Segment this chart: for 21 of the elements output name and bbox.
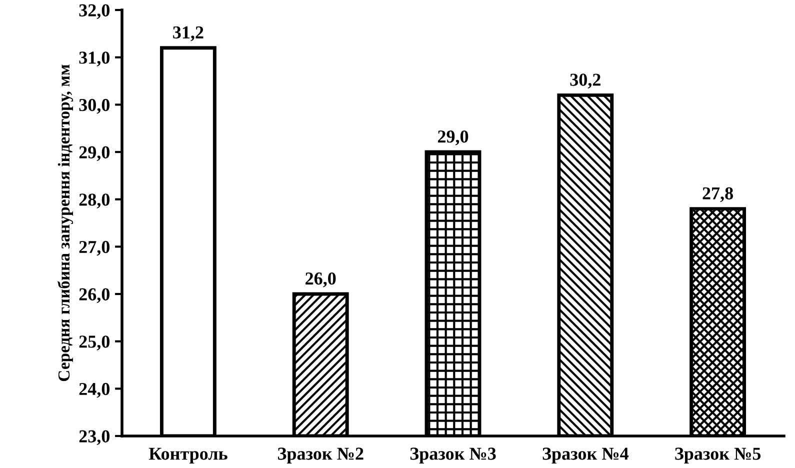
y-tick-label: 27,0 — [79, 240, 110, 256]
y-tick-label: 28,0 — [79, 194, 110, 208]
data-label: 27,8 — [702, 187, 733, 202]
y-tick-label: 24,0 — [79, 382, 110, 398]
x-tick-label: Зразок №2 — [278, 448, 364, 464]
y-tick-label: 25,0 — [79, 336, 110, 350]
x-tick-label: Зразок №5 — [675, 448, 761, 464]
x-tick-label: Зразок №4 — [542, 448, 628, 464]
x-tick-label: Контроль — [148, 448, 228, 464]
y-tick-label: 23,0 — [79, 430, 110, 446]
data-label: 31,2 — [173, 26, 204, 42]
data-label: 29,0 — [438, 130, 468, 146]
y-tick-label: 32,0 — [79, 4, 110, 20]
data-label: 30,2 — [570, 74, 600, 88]
y-tick-label: 31,0 — [79, 52, 110, 66]
y-axis-title: Середня глибина занурення індентору, мм — [58, 64, 74, 382]
y-tick-label: 29,0 — [79, 146, 110, 162]
x-tick-label: Зразок №3 — [410, 448, 496, 464]
y-tick-label: 26,0 — [79, 288, 110, 304]
data-label: 26,0 — [306, 272, 336, 288]
y-tick-label: 30,0 — [79, 98, 110, 114]
